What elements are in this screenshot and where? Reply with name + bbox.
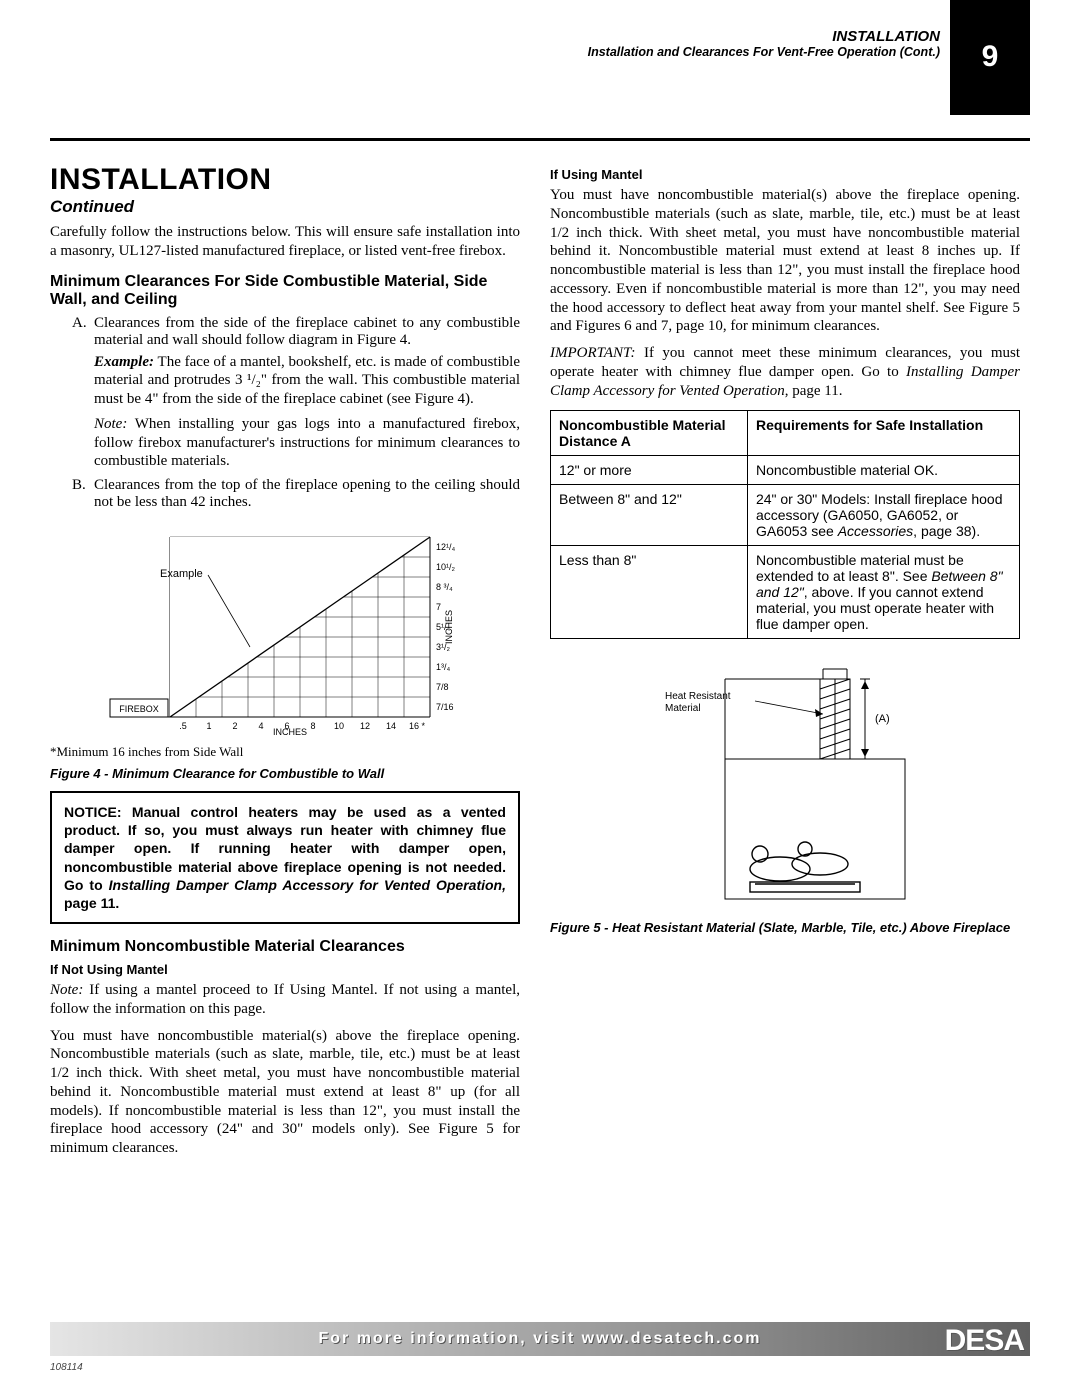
list-b: B. Clearances from the top of the firepl… bbox=[72, 477, 520, 511]
svg-text:1: 1 bbox=[206, 721, 211, 731]
r2c2b: , page 38). bbox=[913, 523, 980, 539]
header-titles: INSTALLATION Installation and Clearances… bbox=[588, 28, 940, 59]
notice-em: Installing Damper Clamp Accessory for Ve… bbox=[109, 877, 506, 893]
svg-text:14: 14 bbox=[386, 721, 396, 731]
footer-band: For more information, visit www.desatech… bbox=[50, 1322, 1030, 1356]
fig4-footnote: *Minimum 16 inches from Side Wall bbox=[50, 744, 520, 760]
important-paragraph: IMPORTANT: If you cannot meet these mini… bbox=[550, 344, 1020, 400]
figure-5-svg: (A) Heat Resistant Materi bbox=[605, 659, 965, 909]
note-label: Note: bbox=[94, 416, 127, 432]
marker-a: A. bbox=[72, 315, 94, 349]
svg-text:10¹/₂: 10¹/₂ bbox=[436, 562, 456, 572]
svg-text:.5: .5 bbox=[179, 721, 187, 731]
svg-text:10: 10 bbox=[334, 721, 344, 731]
important-label: IMPORTANT: bbox=[550, 345, 636, 361]
columns: INSTALLATION Continued Carefully follow … bbox=[50, 163, 1030, 1166]
if-using-mantel: If Using Mantel bbox=[550, 167, 1020, 182]
svg-text:12¹/₄: 12¹/₄ bbox=[436, 542, 456, 552]
doc-number: 108114 bbox=[50, 1362, 1030, 1373]
svg-text:12: 12 bbox=[360, 721, 370, 731]
svg-text:2: 2 bbox=[232, 721, 237, 731]
fig5-label1: Heat Resistant bbox=[665, 691, 731, 702]
notice-box: NOTICE: Manual control heaters may be us… bbox=[50, 791, 520, 924]
continued-label: Continued bbox=[50, 197, 520, 217]
right-para1: You must have noncombustible material(s)… bbox=[550, 186, 1020, 336]
table-row: 12" or more Noncombustible material OK. bbox=[551, 456, 1020, 485]
para-left-2: You must have noncombustible material(s)… bbox=[50, 1027, 520, 1158]
requirements-table: Noncombustible Material Distance A Requi… bbox=[550, 410, 1020, 639]
example-text: The face of a mantel, bookshelf, etc. is… bbox=[94, 354, 520, 408]
page-title: INSTALLATION bbox=[50, 163, 520, 197]
fig4-xaxis: INCHES bbox=[273, 727, 307, 737]
footer-text: For more information, visit www.desatech… bbox=[318, 1330, 761, 1348]
right-column: If Using Mantel You must have noncombust… bbox=[550, 163, 1020, 1166]
list-a: A. Clearances from the side of the firep… bbox=[72, 315, 520, 349]
th-requirements: Requirements for Safe Installation bbox=[747, 411, 1019, 456]
firebox-label: FIREBOX bbox=[119, 704, 159, 714]
svg-text:1³/₄: 1³/₄ bbox=[436, 662, 451, 672]
item-a-text: Clearances from the side of the fireplac… bbox=[94, 315, 520, 349]
intro-paragraph: Carefully follow the instructions below.… bbox=[50, 223, 520, 261]
svg-text:3¹/₂: 3¹/₂ bbox=[436, 642, 451, 652]
if-not-mantel: If Not Using Mantel bbox=[50, 962, 520, 977]
svg-text:5¹/₄: 5¹/₄ bbox=[436, 622, 451, 632]
footer-brand: DESA bbox=[945, 1324, 1024, 1358]
svg-text:8 ³/₄: 8 ³/₄ bbox=[436, 582, 453, 592]
cell-r1c1: 12" or more bbox=[551, 456, 748, 485]
cell-r3c2: Noncombustible material must be extended… bbox=[747, 546, 1019, 639]
svg-text:7/8: 7/8 bbox=[436, 682, 449, 692]
example-label: Example: bbox=[94, 354, 154, 370]
cell-r2c2: 24" or 30" Models: Install fireplace hoo… bbox=[747, 485, 1019, 546]
note2-label: Note: bbox=[50, 982, 83, 998]
notice-tail: page 11. bbox=[64, 895, 119, 911]
svg-text:7/16: 7/16 bbox=[436, 702, 454, 712]
svg-text:6: 6 bbox=[284, 721, 289, 731]
note-text: When installing your gas logs into a man… bbox=[94, 416, 520, 470]
header-section: INSTALLATION bbox=[588, 28, 940, 45]
table-header-row: Noncombustible Material Distance A Requi… bbox=[551, 411, 1020, 456]
fig5-caption: Figure 5 - Heat Resistant Material (Slat… bbox=[550, 920, 1020, 935]
subhead-clearances: Minimum Clearances For Side Combustible … bbox=[50, 273, 520, 309]
page-number: 9 bbox=[950, 0, 1030, 74]
note2-paragraph: Note: If using a mantel proceed to If Us… bbox=[50, 981, 520, 1019]
marker-b: B. bbox=[72, 477, 94, 511]
figure-5: (A) Heat Resistant Materi bbox=[605, 659, 965, 914]
subhead-noncombustible: Minimum Noncombustible Material Clearanc… bbox=[50, 938, 520, 956]
fig4-caption: Figure 4 - Minimum Clearance for Combust… bbox=[50, 766, 520, 781]
table-row: Less than 8" Noncombustible material mus… bbox=[551, 546, 1020, 639]
cell-r1c2: Noncombustible material OK. bbox=[747, 456, 1019, 485]
list-item-b: B. Clearances from the top of the firepl… bbox=[72, 477, 520, 511]
fig5-label2: Material bbox=[665, 703, 701, 714]
note2-text: If using a mantel proceed to If Using Ma… bbox=[50, 982, 520, 1017]
th-distance: Noncombustible Material Distance A bbox=[551, 411, 748, 456]
example-paragraph: Example: The face of a mantel, bookshelf… bbox=[94, 353, 520, 409]
cell-r3c1: Less than 8" bbox=[551, 546, 748, 639]
list-item-a: A. Clearances from the side of the firep… bbox=[72, 315, 520, 349]
fig4-example-label: Example bbox=[160, 568, 203, 580]
left-column: INSTALLATION Continued Carefully follow … bbox=[50, 163, 520, 1166]
table-row: Between 8" and 12" 24" or 30" Models: In… bbox=[551, 485, 1020, 546]
svg-text:8: 8 bbox=[310, 721, 315, 731]
footer: For more information, visit www.desatech… bbox=[50, 1322, 1030, 1373]
header-rule bbox=[50, 138, 1030, 141]
header-subtitle: Installation and Clearances For Vent-Fre… bbox=[588, 45, 940, 59]
page: INSTALLATION Installation and Clearances… bbox=[0, 0, 1080, 1397]
figure-4-svg: FIREBOX Example INCHES INCHES .512468101… bbox=[80, 517, 500, 737]
important-tail: , page 11. bbox=[785, 383, 843, 399]
fig5-a-label: (A) bbox=[875, 713, 890, 725]
figure-4: FIREBOX Example INCHES INCHES .512468101… bbox=[80, 517, 520, 742]
page-number-box: 9 bbox=[950, 0, 1030, 115]
item-b-text: Clearances from the top of the fireplace… bbox=[94, 477, 520, 511]
svg-text:4: 4 bbox=[258, 721, 263, 731]
r2c2em: Accessories bbox=[838, 523, 913, 539]
svg-text:16 *: 16 * bbox=[409, 721, 426, 731]
header-band: INSTALLATION Installation and Clearances… bbox=[50, 0, 1030, 120]
note-paragraph: Note: When installing your gas logs into… bbox=[94, 415, 520, 471]
svg-text:7: 7 bbox=[436, 602, 441, 612]
cell-r2c1: Between 8" and 12" bbox=[551, 485, 748, 546]
